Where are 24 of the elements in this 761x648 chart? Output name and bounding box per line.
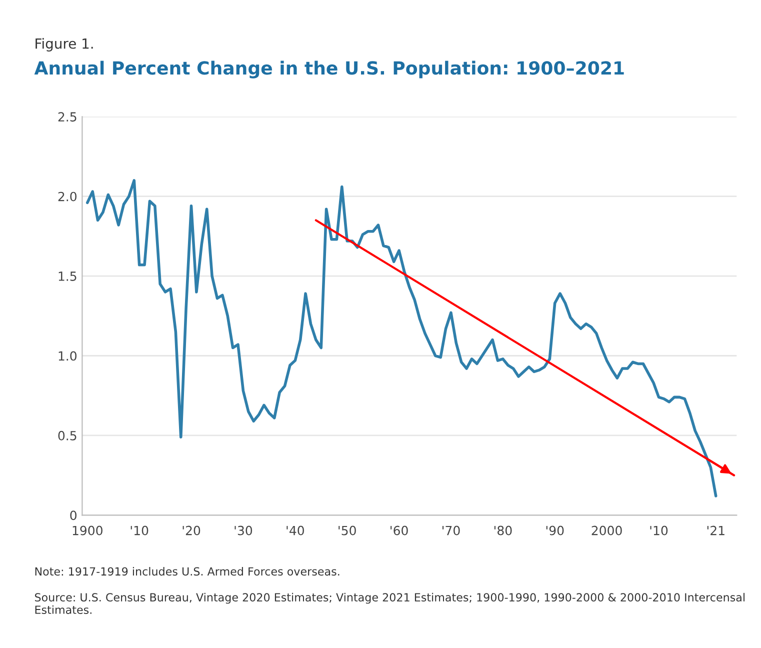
x-tick-label: '60: [390, 526, 408, 536]
x-tick-label: '80: [494, 526, 512, 536]
y-tick-label: 0.5: [58, 430, 76, 440]
x-tick-label: '70: [442, 526, 460, 536]
y-tick-label: 1.5: [58, 272, 76, 281]
y-tick-label: 2.0: [58, 192, 76, 202]
x-tick-label: '10: [650, 526, 668, 536]
y-tick-label: 0: [70, 510, 76, 520]
y-tick-label: 1.0: [58, 351, 76, 361]
x-tick-label: '30: [234, 526, 252, 536]
x-tick-label: '21: [707, 526, 724, 536]
x-tick-label: 2000: [592, 526, 622, 536]
line-series: [86, 179, 718, 498]
chart-title: Annual Percent Change in the U.S. Population: 1900–2021: [34, 60, 624, 78]
caption: Figure 1.: [36, 38, 93, 52]
x-tick-label: '40: [286, 526, 304, 536]
x-tick-label: '20: [182, 526, 200, 536]
x-tick-label: 1900: [72, 526, 102, 536]
x-tick-label: '50: [338, 526, 356, 536]
source-note: Source: U.S. Census Bureau, Vintage 2020 Estimates; Vintage 2021 Estimates; 1900-1990, 1990-2000 & 2000-2010 Intercensal Estimates.: [34, 592, 744, 614]
text: Note: 1917-1919 includes U.S. Armed Forces overseas.: [35, 567, 340, 576]
y-tick-label: 2.5: [58, 112, 76, 122]
x-tick-label: '90: [546, 526, 564, 536]
x-tick-label: '10: [130, 526, 148, 536]
